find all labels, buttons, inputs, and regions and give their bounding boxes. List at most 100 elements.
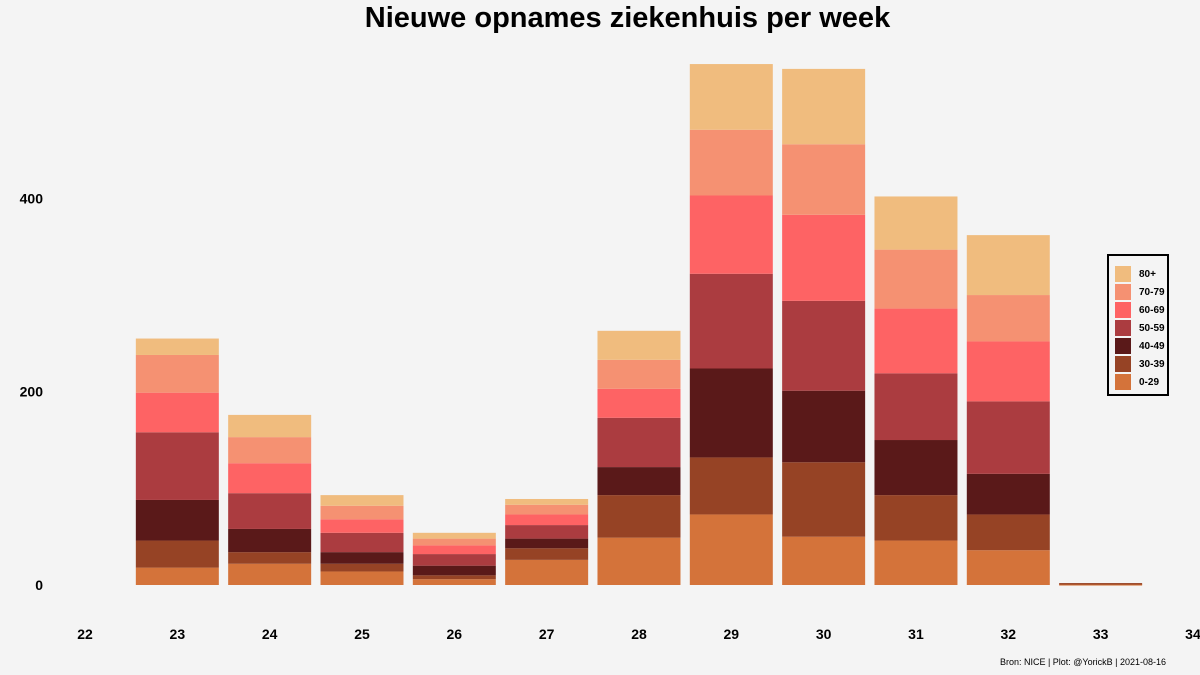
bar-segment-29-80+ [689,64,773,130]
bar-segment-32-40-49 [966,473,1050,515]
bar-segment-23-70-79 [135,354,219,393]
bar-segment-25-0-29 [320,571,404,585]
bar-segment-24-60-69 [228,463,312,494]
bar-segment-33-0-29 [1059,584,1143,586]
bar-segment-30-30-39 [782,462,866,537]
bar-segment-28-50-59 [597,417,681,468]
legend-swatch [1115,374,1131,390]
bar-segment-24-30-39 [228,552,312,564]
bar-segment-31-80+ [874,196,958,250]
legend-label: 50-59 [1139,322,1165,334]
x-tick-label: 32 [1001,626,1017,642]
legend-item: 0-29 [1115,373,1167,391]
bar-segment-30-70-79 [782,144,866,215]
bar-segment-23-0-29 [135,567,219,585]
bar-segment-33-30-39 [1059,583,1143,585]
legend-label: 40-49 [1139,340,1165,352]
bar-segment-24-40-49 [228,528,312,553]
bar-segment-26-40-49 [412,565,496,576]
x-tick-label: 30 [816,626,832,642]
legend-label: 80+ [1139,268,1156,280]
bar-segment-31-50-59 [874,373,958,441]
bar-segment-27-30-39 [505,548,589,560]
bar-segment-32-30-39 [966,514,1050,551]
bar-segment-31-30-39 [874,495,958,541]
legend-swatch [1115,356,1131,372]
bar-segment-25-40-49 [320,552,404,564]
legend-label: 0-29 [1139,376,1160,388]
bar-segment-23-30-39 [135,540,219,568]
bar-segment-30-50-59 [782,300,866,391]
x-tick-label: 31 [908,626,924,642]
legend-item: 80+ [1115,265,1167,283]
bar-segment-32-50-59 [966,401,1050,474]
bar-segment-25-50-59 [320,532,404,553]
bar-segment-23-50-59 [135,432,219,500]
x-tick-label: 23 [170,626,186,642]
legend-swatch [1115,338,1131,354]
bar-segment-29-60-69 [689,195,773,274]
bar-segment-25-60-69 [320,519,404,533]
bar-segment-27-60-69 [505,514,589,526]
bar-segment-30-60-69 [782,214,866,301]
bar-segment-28-60-69 [597,388,681,418]
legend-label: 60-69 [1139,304,1165,316]
x-tick-label: 25 [354,626,370,642]
bar-segment-24-80+ [228,414,312,438]
x-tick-label: 24 [262,626,278,642]
bar-segment-28-40-49 [597,467,681,496]
caption: Bron: NICE | Plot: @YorickB | 2021-08-16 [999,657,1166,667]
bar-segment-25-80+ [320,495,404,506]
bar-segment-30-40-49 [782,390,866,463]
y-axis-ticks: 0 200 400 [20,190,44,593]
legend-label: 30-39 [1139,358,1165,370]
bar-segment-26-30-39 [412,575,496,580]
bar-segment-27-40-49 [505,538,589,549]
x-tick-label: 34 [1185,626,1200,642]
bar-segment-32-70-79 [966,295,1050,342]
bar-segment-27-50-59 [505,525,589,539]
legend: 80+ 70-79 60-69 50-59 40-49 30-39 0-29 [1107,254,1169,396]
bar-segment-29-30-39 [689,457,773,515]
x-tick-label: 22 [77,626,93,642]
legend-item: 50-59 [1115,319,1167,337]
bar-segment-26-80+ [412,532,496,539]
legend-swatch [1115,320,1131,336]
bar-segment-23-40-49 [135,499,219,541]
bar-segment-31-0-29 [874,540,958,585]
legend-swatch [1115,302,1131,318]
bars-layer [135,64,1143,586]
bar-segment-29-50-59 [689,273,773,369]
bar-segment-24-50-59 [228,493,312,529]
bar-segment-23-80+ [135,338,219,355]
bar-segment-26-50-59 [412,554,496,566]
bar-segment-29-70-79 [689,129,773,196]
bar-segment-25-70-79 [320,505,404,520]
x-axis-ticks: 22 23 24 25 26 27 28 29 30 31 32 33 34 [77,626,1200,642]
bar-segment-29-0-29 [689,514,773,585]
x-tick-label: 26 [447,626,463,642]
y-tick-label: 0 [35,577,43,593]
y-tick-label: 400 [20,190,44,206]
bar-segment-24-0-29 [228,563,312,585]
chart-title: Nieuwe opnames ziekenhuis per week [364,2,891,34]
bar-segment-26-60-69 [412,545,496,555]
bar-segment-32-0-29 [966,550,1050,585]
bar-segment-31-40-49 [874,440,958,496]
bar-segment-28-80+ [597,330,681,360]
legend-label: 70-79 [1139,286,1165,298]
legend-item: 70-79 [1115,283,1167,301]
bar-segment-31-70-79 [874,249,958,309]
x-tick-label: 27 [539,626,555,642]
bar-segment-26-70-79 [412,538,496,546]
bar-segment-25-30-39 [320,563,404,572]
x-tick-label: 28 [631,626,647,642]
bar-segment-29-40-49 [689,368,773,458]
x-tick-label: 29 [724,626,740,642]
bar-segment-28-0-29 [597,537,681,585]
legend-item: 30-39 [1115,355,1167,373]
bar-segment-26-0-29 [412,579,496,585]
bar-segment-23-60-69 [135,392,219,433]
bar-segment-27-70-79 [505,504,589,515]
